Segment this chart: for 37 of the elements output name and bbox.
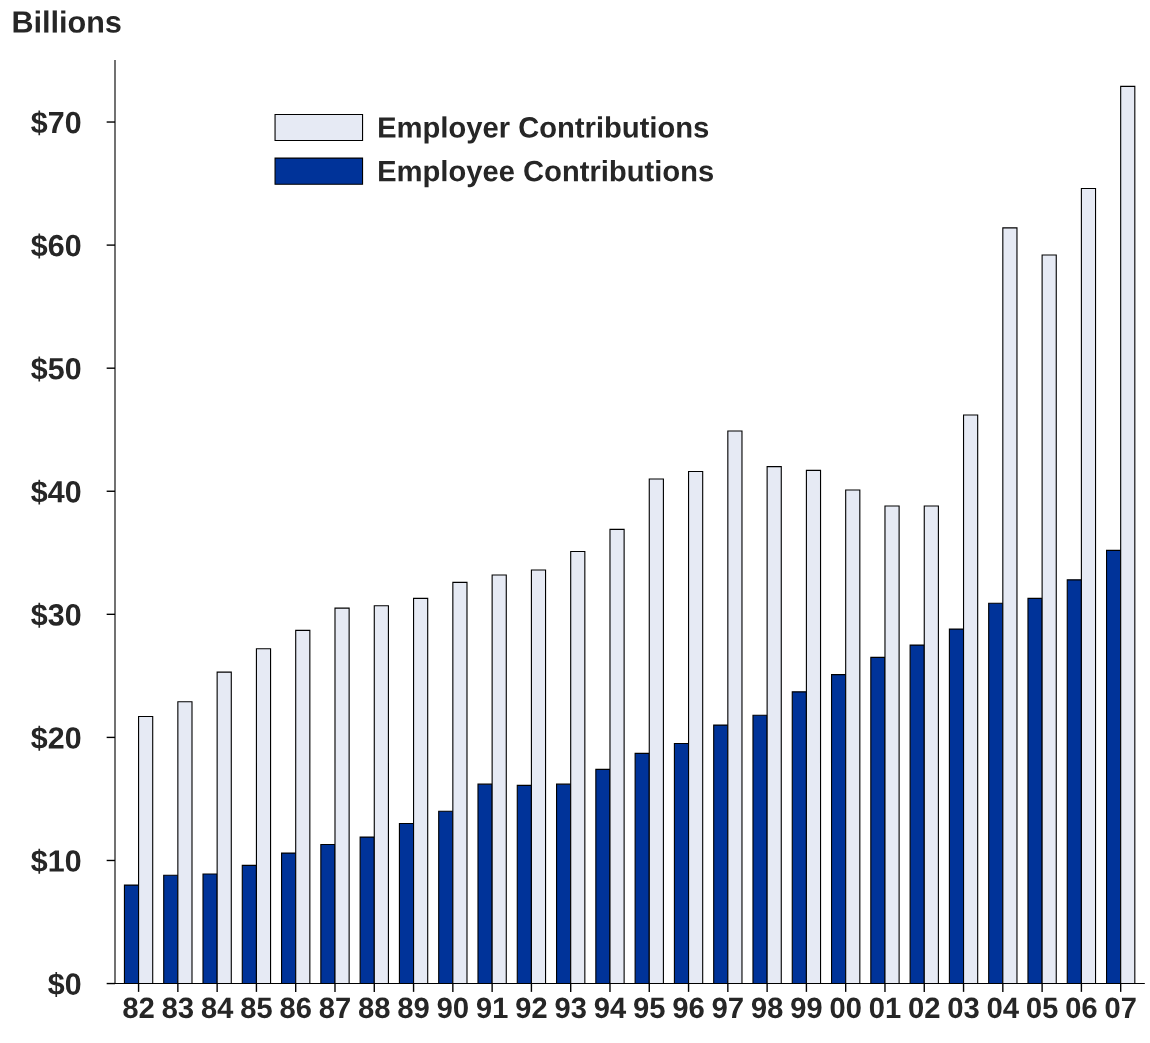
x-tick-label: 85 xyxy=(241,997,272,1019)
x-tick-label: 03 xyxy=(948,997,979,1019)
x-tick-label: 95 xyxy=(634,997,665,1019)
x-tick-label: 06 xyxy=(1066,997,1097,1019)
y-tick-label: $60 xyxy=(31,233,81,259)
x-tick-label: 96 xyxy=(673,997,704,1019)
x-tick-label: 97 xyxy=(712,997,743,1019)
x-tick-label: 02 xyxy=(909,997,940,1019)
legend-label: Employee Contributions xyxy=(379,160,713,188)
x-tick-label: 93 xyxy=(555,997,586,1019)
y-tick-label: $50 xyxy=(31,356,81,382)
x-tick-label: 92 xyxy=(516,997,547,1019)
y-tick-label: $10 xyxy=(31,848,81,874)
y-tick-label: $40 xyxy=(31,479,81,505)
y-tick-label: $20 xyxy=(31,725,81,751)
y-tick-label: $0 xyxy=(48,971,81,997)
x-tick-label: 00 xyxy=(830,997,861,1019)
y-tick-label: $30 xyxy=(31,602,81,628)
y-axis-title: Billions xyxy=(13,10,121,33)
x-tick-label: 83 xyxy=(162,997,194,1019)
x-tick-label: 07 xyxy=(1105,997,1136,1019)
y-tick-label: $70 xyxy=(31,110,81,136)
x-tick-label: 04 xyxy=(987,997,1019,1019)
x-tick-label: 94 xyxy=(594,997,627,1019)
x-tick-label: 89 xyxy=(398,997,429,1019)
x-tick-label: 05 xyxy=(1027,997,1058,1019)
legend-label: Employer Contributions xyxy=(379,116,709,144)
x-tick-label: 88 xyxy=(358,997,390,1019)
x-tick-label: 91 xyxy=(476,997,508,1019)
x-tick-label: 84 xyxy=(201,997,234,1019)
x-tick-label: 87 xyxy=(319,997,350,1019)
x-tick-label: 98 xyxy=(751,997,783,1019)
x-tick-label: 99 xyxy=(791,997,822,1019)
x-tick-label: 90 xyxy=(437,997,468,1019)
x-tick-label: 82 xyxy=(123,997,154,1019)
x-tick-label: 01 xyxy=(869,997,901,1019)
x-tick-label: 86 xyxy=(280,997,311,1019)
